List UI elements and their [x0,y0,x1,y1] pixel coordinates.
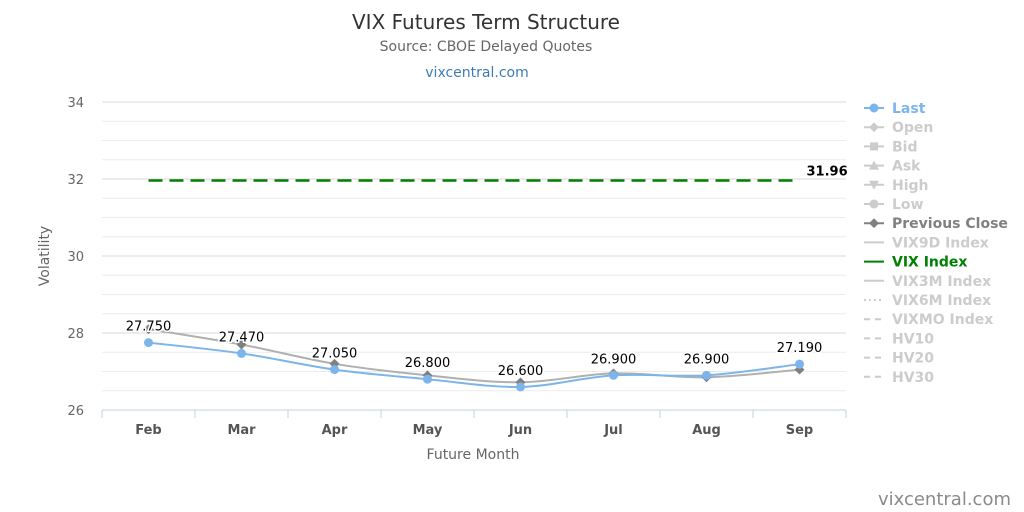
chart-title: VIX Futures Term Structure [352,10,620,34]
last-data-label: 26.900 [591,352,637,367]
legend-item[interactable]: VIX Index [864,255,967,271]
last-data-label: 27.750 [126,320,172,335]
x-tick-label: Jun [508,423,532,438]
x-tick-label: Sep [786,423,814,438]
legend: Last Open Bid Ask High Low Previous Close VIX9D… [864,101,1008,386]
plot-area: 31.96 27.750 27.470 27.050 26.800 26.600 26.90… [124,165,848,392]
series-line-previous-close [148,328,800,384]
last-point[interactable] [516,382,525,392]
y-tick-label: 34 [67,96,84,111]
legend-marker [869,199,879,209]
previous-close-point[interactable] [236,339,247,350]
x-axis-title: Future Month [427,447,520,463]
legend-label: High [892,178,929,194]
last-point[interactable] [330,365,339,375]
last-data-label: 27.470 [219,330,265,345]
legend-item[interactable]: VIXMO Index [864,312,993,328]
x-tick-label: Jul [603,423,623,438]
y-tick-label: 32 [67,173,84,188]
legend-label: Bid [892,139,918,155]
last-data-label: 26.600 [498,364,544,379]
y-tick-label: 28 [67,327,84,342]
legend-marker [869,218,879,229]
chart-subtitle: Source: CBOE Delayed Quotes [380,39,593,55]
last-data-label: 26.900 [684,352,730,367]
legend-marker [870,142,878,151]
legend-label: Last [892,101,926,117]
legend-label: HV20 [892,351,934,367]
legend-item[interactable]: Previous Close [864,216,1008,232]
legend-marker [869,160,879,170]
y-tick-label: 26 [67,404,84,419]
source-link[interactable]: vixcentral.com [425,65,528,81]
x-tick-label: May [413,423,443,438]
y-axis: 26 28 30 32 34 [67,96,84,419]
legend-label: VIXMO Index [892,312,993,328]
vix-index-data-label: 31.96 [807,165,848,180]
legend-item[interactable]: Open [864,120,933,136]
legend-label: HV10 [892,331,934,347]
last-data-label: 26.800 [405,356,451,371]
legend-label: Ask [892,159,921,175]
legend-marker [869,103,879,113]
legend-item[interactable]: High [864,178,929,194]
x-tick-label: Feb [135,423,161,438]
x-tick-label: Aug [692,423,721,438]
legend-label: VIX3M Index [892,274,991,290]
last-data-label: 27.190 [777,341,823,356]
last-point[interactable] [795,359,804,369]
legend-marker [869,122,879,133]
legend-item[interactable]: HV20 [864,351,934,367]
legend-item[interactable]: Last [864,101,926,117]
x-tick-label: Apr [322,423,348,438]
legend-label: VIX Index [892,255,967,271]
last-point[interactable] [609,370,618,380]
last-point[interactable] [423,374,432,384]
legend-item[interactable]: VIX9D Index [864,235,989,251]
legend-item[interactable]: Low [864,197,924,213]
last-point[interactable] [237,348,246,358]
legend-item[interactable]: Bid [864,139,918,155]
last-point[interactable] [144,338,153,348]
legend-label: HV30 [892,370,934,386]
legend-item[interactable]: HV10 [864,331,934,347]
x-tick-label: Mar [227,423,256,438]
last-data-label: 27.050 [312,347,358,362]
legend-item[interactable]: Ask [864,159,921,175]
y-axis-title: Volatility [37,226,53,286]
legend-label: VIX9D Index [892,235,989,251]
series-line-last [148,341,800,388]
legend-label: Open [892,120,933,136]
previous-close-point[interactable] [143,324,154,335]
legend-marker [869,180,879,190]
last-point[interactable] [702,370,711,380]
legend-label: VIX6M Index [892,293,991,309]
legend-label: Previous Close [892,216,1008,232]
legend-label: Low [892,197,924,213]
x-axis: Feb Mar Apr May Jun Jul Aug Sep [101,410,847,438]
legend-item[interactable]: HV30 [864,370,934,386]
grid-lines [102,101,846,411]
y-tick-label: 30 [67,250,84,265]
chart-credit[interactable]: vixcentral.com [878,489,1011,510]
legend-item[interactable]: VIX6M Index [864,293,991,309]
legend-item[interactable]: VIX3M Index [864,274,991,290]
